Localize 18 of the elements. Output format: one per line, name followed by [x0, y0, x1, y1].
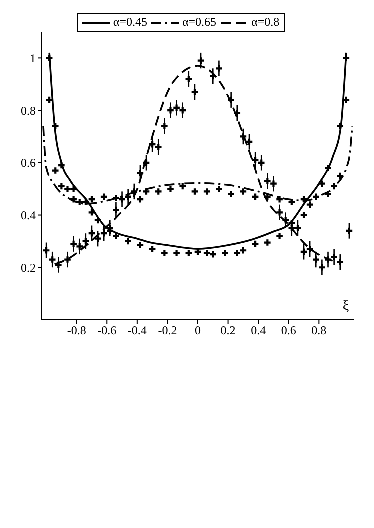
x-tick-label: 0.8 — [312, 324, 327, 338]
x-tick-label: -0.8 — [67, 324, 86, 338]
x-tick-label: -0.4 — [128, 324, 147, 338]
legend-label: α=0.8 — [252, 15, 280, 30]
x-tick-label: 0.6 — [281, 324, 296, 338]
x-axis-title: ξ — [342, 299, 350, 314]
y-tick-label: 0.8 — [21, 104, 36, 118]
y-tick-label: 1 — [30, 51, 36, 66]
x-tick-label: 0.4 — [251, 324, 266, 338]
x-tick-label: 0.2 — [220, 324, 236, 338]
x-tick-label: -0.2 — [158, 324, 178, 338]
y-tick-label: 0.4 — [21, 208, 36, 223]
y-tick-label: 0.2 — [21, 260, 36, 275]
x-tick-label: 0 — [195, 324, 201, 338]
y-tick-label: 0.6 — [21, 156, 36, 170]
legend-label: α=0.45 — [113, 15, 148, 30]
legend-label: α=0.65 — [182, 15, 217, 30]
x-tick-label: -0.6 — [98, 324, 117, 338]
